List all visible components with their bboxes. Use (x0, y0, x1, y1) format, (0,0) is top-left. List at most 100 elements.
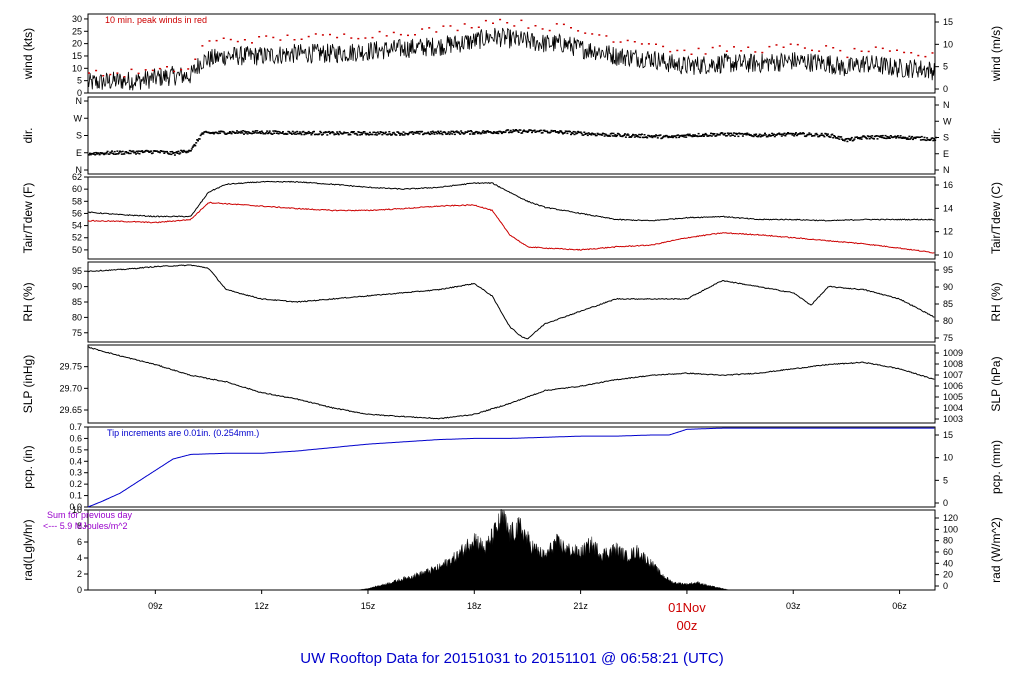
dir-series-1-point (194, 144, 197, 147)
wind-series-2-point (442, 25, 445, 27)
dir-series-1-point (447, 131, 450, 133)
slp-ytick-right-label: 1004 (943, 403, 963, 413)
slp-series-1 (87, 346, 935, 420)
wind-series-2-point (470, 27, 473, 29)
dir-series-1-point (242, 130, 245, 132)
dir-series-1-point (523, 129, 525, 131)
dir-series-1-point (330, 131, 333, 134)
dir-series-1-point (618, 134, 621, 136)
wind-series-2-point (924, 55, 927, 58)
wind-series-2-point (655, 43, 657, 45)
wind-ytick-label: 10 (72, 63, 82, 73)
temp-ytick-label: 62 (72, 172, 82, 182)
dir-series-1-point (655, 135, 658, 137)
dir-series-1-point (654, 136, 657, 138)
dir-series-1-point (643, 134, 646, 136)
dir-series-1-point (233, 131, 236, 134)
dir-series-1-point (910, 137, 913, 139)
wind-series-2-point (570, 27, 572, 29)
temp-ytick-label: 52 (72, 233, 82, 243)
dir-series-1-point (422, 133, 425, 135)
dir-series-1-point (511, 131, 514, 133)
rad-ytick-label: 0 (77, 585, 82, 595)
rad-ytick-label: 8 (77, 521, 82, 531)
dir-series-1-point (556, 131, 559, 133)
wind-series-2-point (371, 36, 374, 39)
dir-series-1-point (563, 132, 566, 134)
dir-series-1-point (97, 152, 100, 155)
dir-series-1-point (571, 132, 574, 135)
wind-series-2-point (761, 51, 764, 54)
dir-series-1-point (244, 132, 247, 134)
wind-series-2-point (768, 45, 771, 48)
dir-series-1-point (693, 135, 696, 137)
rad-ytick-label: 4 (77, 553, 82, 563)
dir-series-1-point (311, 132, 314, 134)
dir-series-1-point (429, 133, 432, 136)
wind-series-2-point (754, 51, 757, 53)
rh-series-1 (87, 264, 935, 340)
dir-series-1-point (802, 132, 805, 134)
rh-ytick-right-label: 75 (943, 333, 953, 343)
dir-series-1-point (236, 132, 239, 134)
dir-series-1-point (549, 131, 552, 133)
dir-series-1-point (820, 132, 823, 135)
dir-series-1-point (838, 138, 841, 140)
dir-series-1-point (173, 154, 176, 156)
dir-series-1-point (913, 136, 916, 139)
wind-series-2-point (562, 23, 565, 26)
dir-series-1-point (93, 152, 96, 154)
dir-series-1-point (125, 151, 128, 153)
dir-series-1-point (593, 133, 596, 135)
dir-series-1-point (259, 131, 261, 133)
dir-series-1-point (604, 133, 607, 135)
panel-temp: 50 52 54 56 58 60 62 10 12 14 16 Tair/Tdew (F) Tair/… (21, 172, 1003, 260)
dir-series-1-point (137, 150, 140, 152)
dir-ytick-label: E (76, 148, 82, 158)
dir-series-1-point (565, 130, 568, 133)
dir-series-1-point (798, 133, 801, 135)
dir-series-1-point (645, 136, 648, 138)
wind-series-2-point (123, 76, 126, 78)
dir-series-1-point (857, 137, 860, 139)
dir-series-1-point (196, 139, 199, 141)
dir-series-1-point (864, 136, 867, 138)
dir-series-1-point (274, 130, 277, 132)
dir-series-1-point (875, 135, 878, 137)
dir-series-1-point (388, 131, 391, 133)
dir-series-1-point (626, 133, 629, 135)
dir-series-1-point (104, 153, 107, 155)
dir-series-1-point (834, 135, 836, 138)
dir-series-1-point (398, 132, 401, 134)
dir-series-1-point (615, 135, 618, 138)
rad-ytick-right-label: 40 (943, 558, 953, 568)
dir-series-1-point (759, 136, 762, 138)
wind-series-2-point (222, 37, 225, 39)
dir-series-1-point (853, 138, 856, 140)
dir-series-1-point (460, 130, 463, 132)
dir-series-1-point (819, 134, 822, 136)
dir-series-1-point (222, 131, 225, 133)
dir-series-1-point (580, 132, 583, 135)
rad-ytick-right-label: 100 (943, 524, 958, 534)
dir-series-1-point (304, 131, 307, 134)
dir-series-1-point (88, 154, 90, 156)
dir-series-1-point (359, 134, 362, 136)
dir-series-1-point (151, 152, 154, 154)
dir-series-1-point (896, 135, 899, 137)
dir-series-1-point (364, 132, 367, 135)
dir-series-1-point (634, 134, 637, 136)
pcp-ytick-right-label: 5 (943, 475, 948, 485)
dir-series-1-point (380, 131, 383, 134)
rad-ytick-right-label: 0 (943, 581, 948, 591)
dir-series-1-point (656, 137, 659, 139)
dir-series-1-point (808, 132, 811, 134)
dir-series-1-point (88, 152, 91, 155)
dir-series-1-point (583, 131, 586, 133)
wind-series-2-point (811, 49, 813, 52)
dir-series-1-point (360, 133, 363, 136)
dir-series-1-point (596, 132, 599, 135)
pcp-series-1 (87, 427, 935, 508)
dir-series-1-point (486, 130, 489, 132)
dir-series-1-point (935, 136, 937, 139)
